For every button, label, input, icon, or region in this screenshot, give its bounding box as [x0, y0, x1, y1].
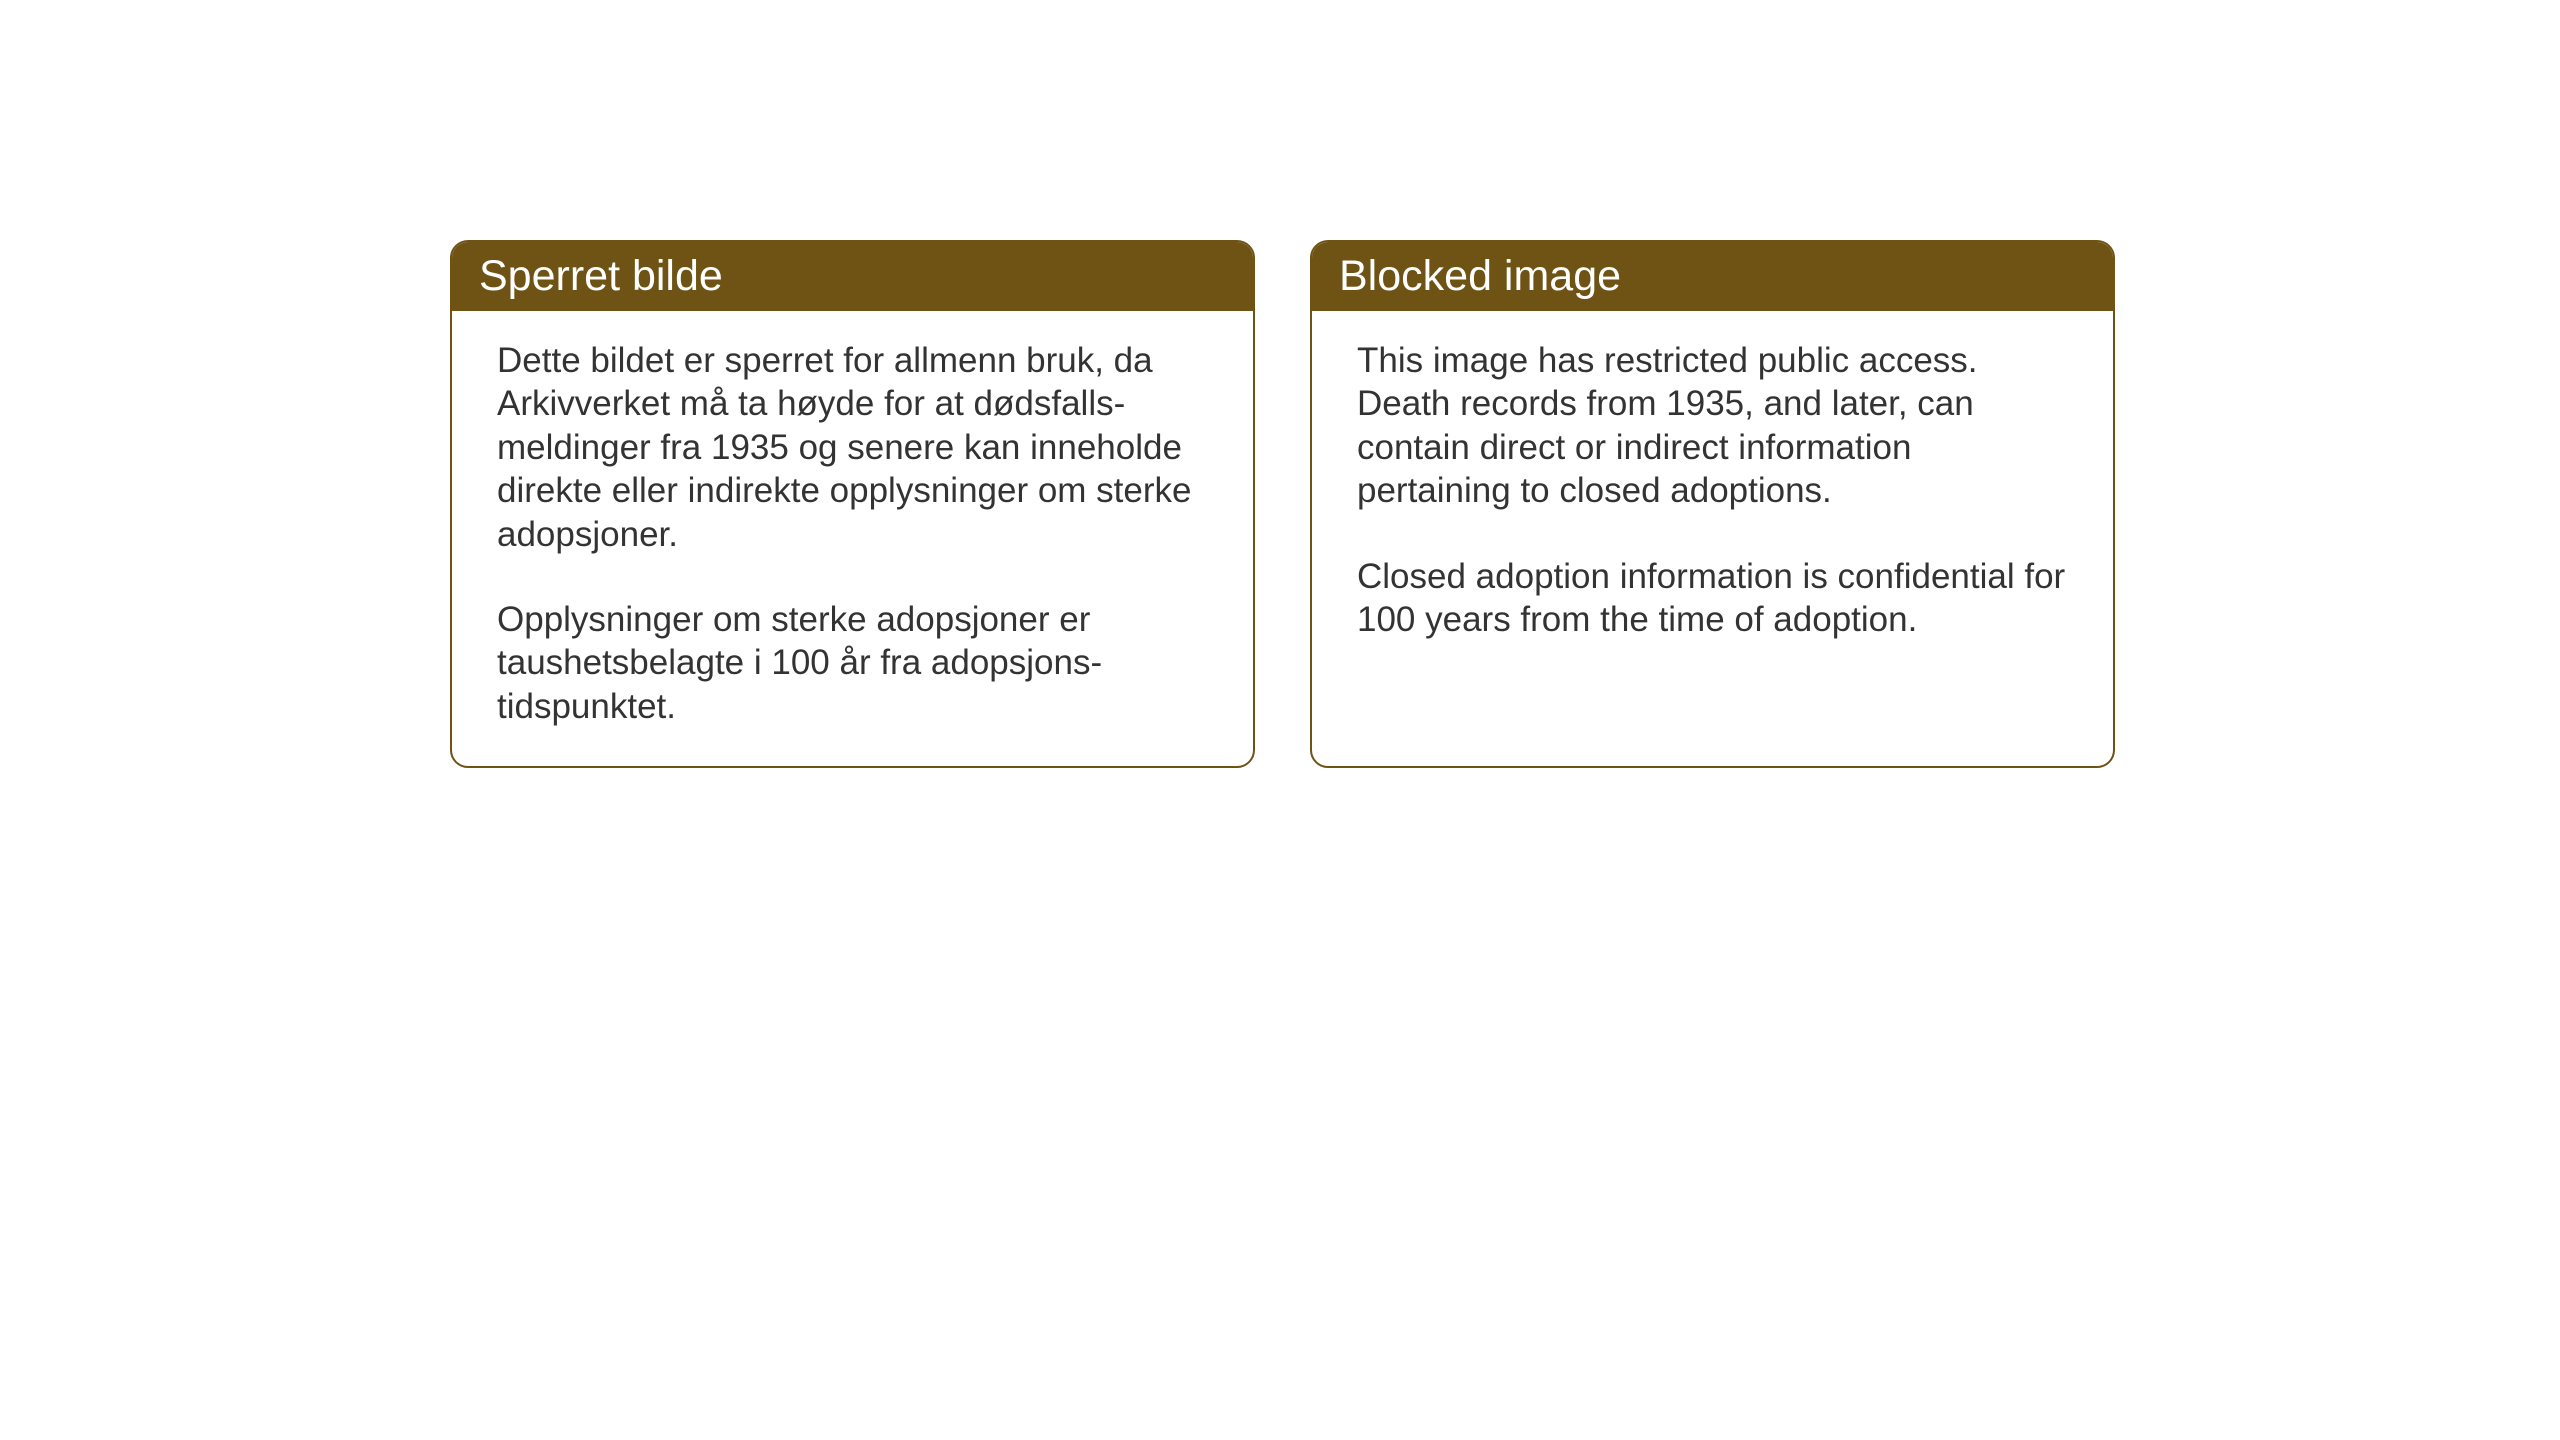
cards-container: Sperret bilde Dette bildet er sperret fo… [450, 240, 2115, 768]
card-english-para1: This image has restricted public access.… [1357, 339, 2068, 513]
card-norwegian: Sperret bilde Dette bildet er sperret fo… [450, 240, 1255, 768]
card-english-para2: Closed adoption information is confident… [1357, 555, 2068, 642]
card-english: Blocked image This image has restricted … [1310, 240, 2115, 768]
card-norwegian-para2: Opplysninger om sterke adopsjoner er tau… [497, 598, 1208, 728]
card-norwegian-header: Sperret bilde [452, 242, 1253, 311]
card-norwegian-body: Dette bildet er sperret for allmenn bruk… [452, 311, 1253, 766]
card-english-body: This image has restricted public access.… [1312, 311, 2113, 679]
card-english-header: Blocked image [1312, 242, 2113, 311]
card-norwegian-para1: Dette bildet er sperret for allmenn bruk… [497, 339, 1208, 556]
